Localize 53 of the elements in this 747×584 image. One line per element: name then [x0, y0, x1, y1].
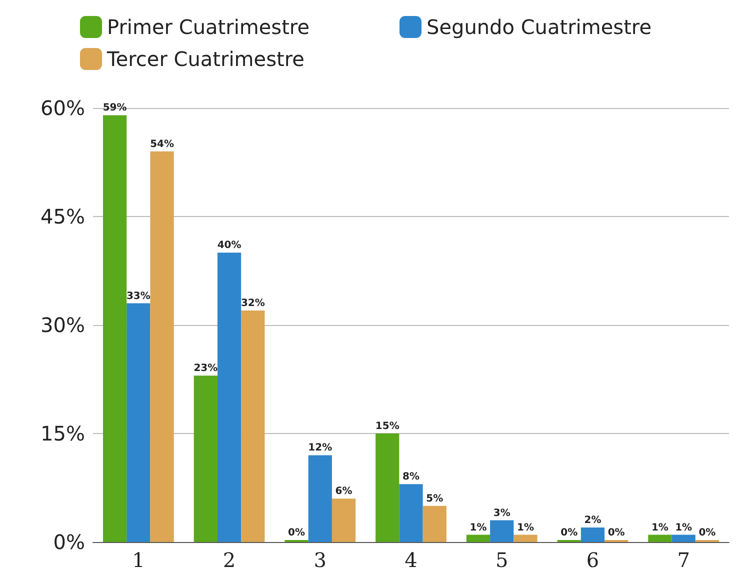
data-label: 1%: [651, 522, 668, 534]
bar: [514, 534, 538, 542]
y-tick-label: 45%: [40, 204, 85, 228]
x-tick-label: 1: [132, 548, 145, 572]
bar: [308, 455, 332, 542]
bar: [466, 534, 490, 542]
bar: [126, 303, 150, 542]
data-label: 1%: [516, 522, 534, 534]
data-label: 0%: [288, 528, 306, 538]
bar: [376, 434, 400, 542]
bar: [580, 528, 605, 542]
bar: [422, 506, 446, 542]
bar: [490, 520, 514, 542]
data-label: 8%: [402, 472, 420, 483]
data-label: 2%: [584, 515, 602, 526]
data-label: 3%: [493, 508, 510, 519]
x-tick-label: 5: [495, 548, 508, 572]
legend-label: Primer Cuatrimestre: [107, 15, 310, 39]
data-label: 15%: [375, 421, 400, 432]
data-label: 59%: [102, 102, 127, 114]
x-tick-label: 7: [677, 548, 690, 572]
data-label: 54%: [150, 138, 174, 150]
data-label: 6%: [335, 486, 352, 498]
bar: [217, 252, 242, 542]
y-tick-label: 15%: [40, 422, 85, 446]
y-tick-label: 60%: [40, 96, 85, 120]
bar: [399, 484, 423, 542]
bar: [241, 310, 265, 542]
data-label: 0%: [608, 528, 625, 538]
data-label: 40%: [217, 240, 242, 252]
bar: [332, 498, 356, 542]
legend-label: Segundo Cuatrimestre: [426, 15, 652, 39]
y-tick-label: 0%: [53, 530, 85, 554]
data-label: 1%: [675, 522, 692, 534]
data-label: 0%: [698, 528, 716, 538]
data-label: 0%: [560, 528, 578, 538]
x-tick-label: 6: [586, 548, 600, 572]
legend-label: Tercer Cuatrimestre: [106, 47, 304, 71]
data-label: 23%: [194, 363, 218, 374]
data-label: 33%: [126, 290, 150, 302]
data-label: 5%: [426, 493, 444, 504]
bar: [672, 534, 696, 542]
data-label: 1%: [470, 522, 487, 534]
data-label: 12%: [308, 442, 332, 454]
bar: [648, 534, 672, 542]
bar: [102, 115, 127, 542]
y-tick-label: 30%: [40, 313, 85, 337]
bar: [150, 151, 174, 542]
bar: [194, 376, 218, 542]
x-tick-label: 2: [222, 548, 236, 572]
x-tick-label: 3: [314, 548, 327, 572]
x-tick-label: 4: [404, 548, 418, 572]
data-label: 32%: [240, 298, 265, 310]
